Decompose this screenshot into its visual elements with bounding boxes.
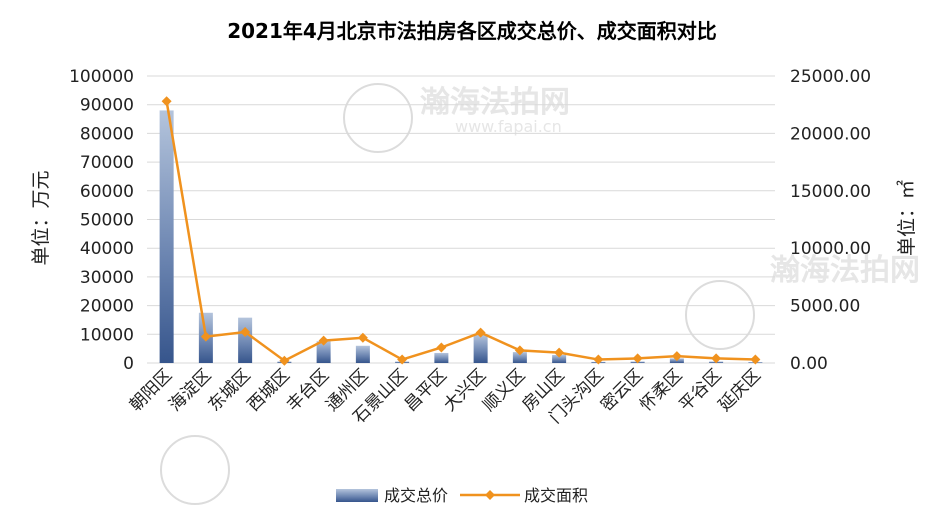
point-海淀区 (200, 331, 211, 342)
watermark-seal-3 (160, 435, 230, 505)
point-东城区 (240, 327, 251, 338)
point-门头沟区 (593, 354, 604, 365)
y2-tick-label: 0.00 (790, 354, 828, 374)
x-tick-label: 大兴区 (440, 365, 490, 415)
legend-line-label: 成交面积 (524, 486, 588, 505)
legend-bar-swatch (336, 489, 378, 502)
y-axis-title: 单位：万元 (30, 170, 52, 265)
bar-东城区 (238, 317, 253, 363)
x-tick-label: 东城区 (204, 365, 254, 415)
watermark-text-2: 瀚海法拍网 (770, 253, 920, 288)
y-tick-label: 80000 (80, 124, 134, 144)
legend-bar-label: 成交总价 (384, 486, 448, 505)
point-西城区 (279, 355, 290, 366)
area-line (165, 101, 756, 363)
bar-朝阳区 (159, 110, 174, 363)
y-tick-label: 0 (123, 354, 134, 374)
line-series (161, 96, 761, 366)
y2-tick-label: 25000.00 (790, 67, 871, 87)
watermark: 瀚海法拍网 www.fapai.cn 瀚海法拍网 (160, 83, 920, 505)
y-tick-label: 60000 (80, 182, 134, 202)
y2-tick-label: 15000.00 (790, 182, 871, 202)
x-tick-label: 海淀区 (165, 365, 215, 415)
y2-axis-ticks: 0.00 5000.00 10000.00 15000.00 20000.00 25000… (790, 67, 871, 374)
y2-tick-label: 10000.00 (790, 239, 871, 259)
x-tick-label: 顺义区 (479, 365, 529, 415)
y-tick-label: 40000 (80, 239, 134, 259)
y2-axis-title: 单位：㎡ (895, 180, 918, 256)
chart-title: 2021年4月北京市法拍房各区成交总价、成交面积对比 (227, 19, 717, 43)
y-tick-label: 20000 (80, 297, 134, 317)
point-昌平区 (436, 342, 447, 353)
point-房山区 (554, 347, 565, 358)
point-朝阳区 (161, 96, 172, 107)
point-通州区 (357, 332, 368, 343)
point-平谷区 (711, 353, 722, 364)
point-密云区 (632, 353, 643, 364)
x-tick-label: 西城区 (244, 365, 294, 415)
y-tick-label: 70000 (80, 153, 134, 173)
point-丰台区 (318, 335, 329, 346)
bar-房山区 (552, 354, 567, 363)
point-大兴区 (475, 327, 486, 338)
y-axis-ticks: 0 10000 20000 30000 40000 50000 60000 70000 8000… (69, 67, 134, 374)
x-tick-label: 怀柔区 (636, 365, 686, 415)
bar-丰台区 (316, 341, 331, 363)
legend-line-marker (485, 490, 495, 500)
bar-通州区 (355, 345, 370, 363)
x-tick-label: 密云区 (597, 365, 647, 415)
y2-tick-label: 5000.00 (790, 297, 860, 317)
bar-大兴区 (473, 334, 488, 363)
bar-series (159, 110, 763, 363)
x-axis-ticks: 朝阳区海淀区东城区西城区丰台区通州区石景山区昌平区大兴区顺义区房山区门头沟区密云… (126, 365, 765, 427)
point-石景山区 (397, 354, 408, 365)
bar-昌平区 (434, 352, 449, 363)
point-延庆区 (750, 354, 761, 365)
x-tick-label: 丰台区 (283, 365, 333, 415)
legend: 成交总价 成交面积 (336, 486, 588, 505)
point-怀柔区 (671, 351, 682, 362)
y-tick-label: 100000 (69, 67, 134, 87)
watermark-seal-1 (343, 83, 413, 153)
watermark-text-1: 瀚海法拍网 (420, 85, 570, 120)
x-tick-label: 延庆区 (715, 365, 765, 415)
y-tick-label: 90000 (80, 96, 134, 116)
y-tick-label: 50000 (80, 211, 134, 231)
bar-顺义区 (512, 352, 527, 363)
watermark-seal-2 (685, 280, 755, 350)
point-顺义区 (514, 345, 525, 356)
y-tick-label: 10000 (80, 325, 134, 345)
x-tick-label: 平谷区 (675, 365, 725, 415)
watermark-url-1: www.fapai.cn (455, 117, 562, 136)
y2-tick-label: 20000.00 (790, 124, 871, 144)
y-tick-label: 30000 (80, 268, 134, 288)
x-tick-label: 昌平区 (401, 365, 451, 415)
